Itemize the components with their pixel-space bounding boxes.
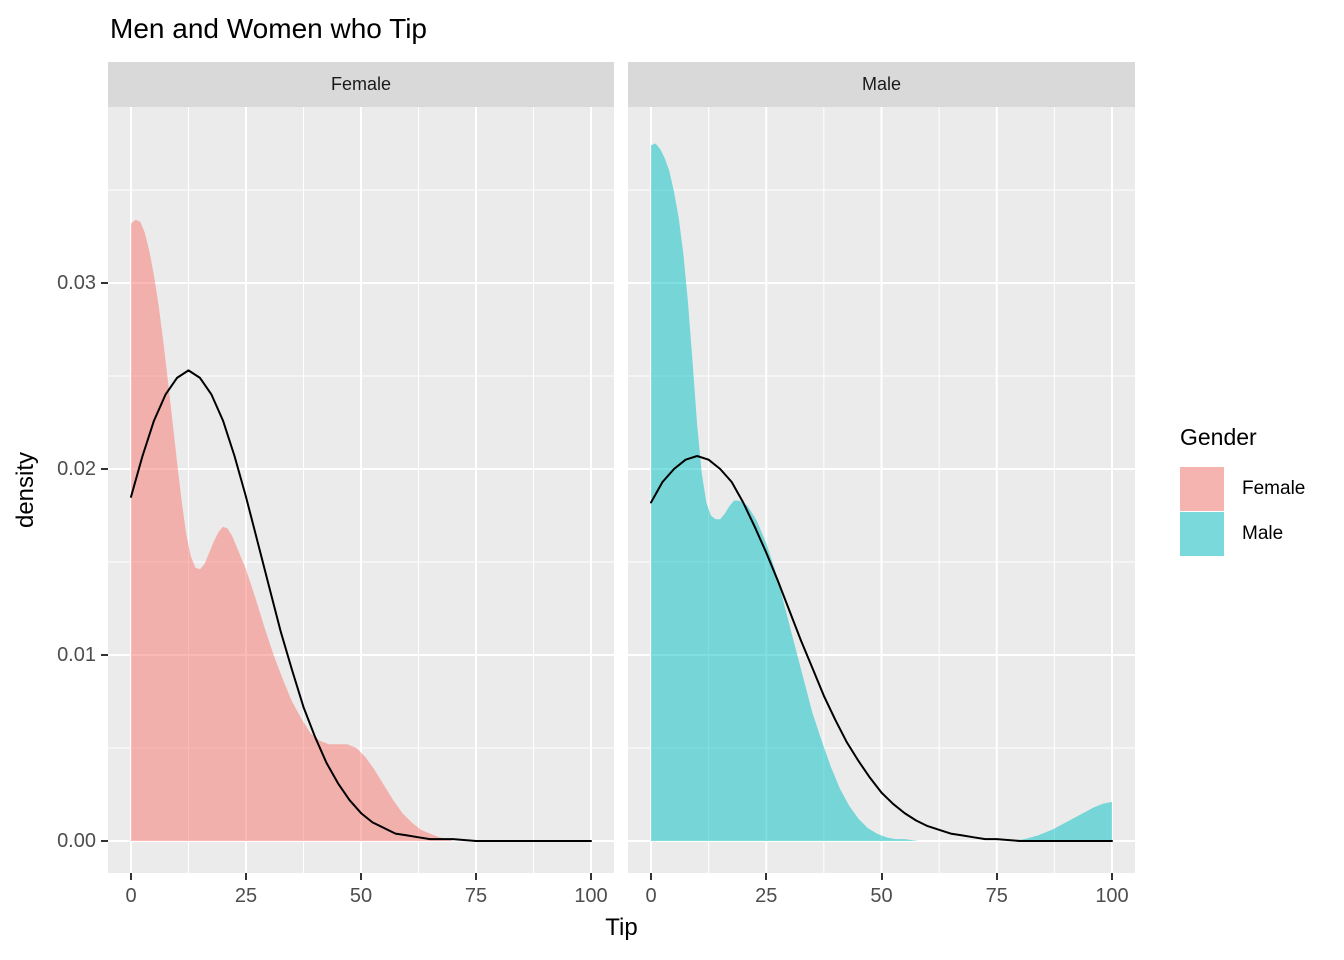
y-tick-mark (101, 654, 108, 656)
x-tick-mark (995, 873, 998, 880)
legend-key-male (1180, 512, 1224, 556)
legend-label-female: Female (1242, 478, 1306, 499)
density-plot-male (628, 107, 1135, 873)
panel-male (628, 107, 1135, 873)
legend-key-female (1180, 467, 1224, 511)
x-tick-label: 0 (125, 885, 137, 907)
normal-curve-female (130, 369, 592, 842)
x-tick-label: 0 (645, 885, 657, 907)
y-tick-mark (101, 468, 108, 470)
x-tick-mark (880, 873, 883, 880)
x-tick-mark (1111, 873, 1113, 880)
y-tick-label: 0.01 (57, 644, 96, 666)
x-tick-mark (130, 873, 132, 880)
x-tick-mark (360, 873, 362, 880)
x-tick-mark (650, 873, 652, 880)
x-tick-label: 75 (985, 885, 1008, 907)
facet-strip-label: Male (861, 74, 901, 94)
y-tick-mark (101, 282, 108, 284)
y-tick-label: 0.03 (57, 272, 96, 294)
x-tick-label: 100 (1095, 885, 1129, 907)
x-axis-title: Tip (605, 914, 638, 941)
facet-strip-label: Female (330, 74, 392, 94)
x-tick-mark (590, 873, 592, 880)
legend-title: Gender (1180, 424, 1257, 450)
density-area-male (651, 143, 1112, 841)
facet-strip-female: Female (108, 62, 614, 107)
x-tick-label: 50 (349, 885, 373, 907)
legend-label-male: Male (1242, 523, 1284, 544)
female-swatch (1180, 467, 1224, 511)
density-area-female (131, 219, 453, 842)
x-tick-label: 25 (234, 885, 258, 907)
male-swatch (1180, 512, 1224, 556)
x-tick-mark (245, 873, 247, 880)
plot-title: Men and Women who Tip (110, 13, 427, 44)
x-tick-label: 75 (464, 885, 488, 907)
facet-strip-male: Male (628, 62, 1135, 107)
x-tick-mark (765, 873, 768, 880)
y-tick-label: 0.00 (57, 830, 96, 852)
panel-female (108, 107, 614, 873)
x-tick-label: 50 (870, 885, 893, 907)
x-tick-label: 25 (755, 885, 778, 907)
x-tick-mark (475, 873, 477, 880)
density-plot-female (108, 107, 614, 873)
normal-curve-male (650, 455, 1113, 842)
y-tick-label: 0.02 (57, 458, 96, 480)
x-tick-label: 100 (574, 885, 608, 907)
y-tick-mark (101, 840, 108, 842)
